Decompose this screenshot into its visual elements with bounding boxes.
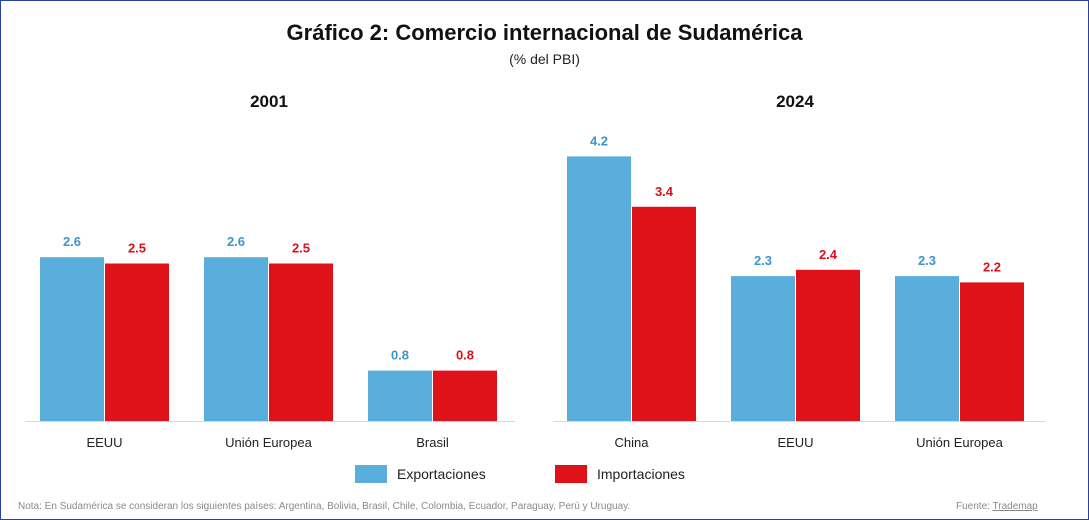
category-label-2024-china: China [615, 435, 650, 450]
bar-2001-brasil-exports [368, 370, 432, 421]
category-label-2001-eeuu: EEUU [86, 435, 122, 450]
bar-2001-eeuu-exports [40, 257, 104, 421]
data-label-2001-eeuu-exports: 2.6 [63, 234, 81, 249]
bar-2024-eeuu-exports [731, 276, 795, 421]
bar-2001-unión-europea-imports [269, 263, 333, 421]
data-label-2024-eeuu-imports: 2.4 [819, 247, 838, 262]
data-label-2024-unión-europea-exports: 2.3 [918, 253, 936, 268]
category-label-2001-brasil: Brasil [416, 435, 449, 450]
bar-chart: 2.6 2.5 EEUU 2.6 2.5 Unión Europea 0.8 0.8 Brasi… [25, 133, 1045, 450]
legend-label-exports: Exportaciones [397, 466, 486, 482]
data-label-2024-china-exports: 4.2 [590, 133, 608, 148]
data-label-2024-china-imports: 3.4 [655, 184, 674, 199]
bar-2024-unión-europea-exports [895, 276, 959, 421]
data-label-2001-brasil-exports: 0.8 [391, 348, 409, 363]
category-label-2001-unión-europea: Unión Europea [225, 435, 312, 450]
bar-2024-unión-europea-imports [960, 282, 1024, 421]
bar-2001-unión-europea-exports [204, 257, 268, 421]
legend-item-exports: Exportaciones [355, 465, 486, 483]
data-label-2024-unión-europea-imports: 2.2 [983, 259, 1001, 274]
legend-swatch-exports [355, 465, 387, 483]
data-label-2001-eeuu-imports: 2.5 [128, 241, 146, 256]
chart-title: Gráfico 2: Comercio internacional de Sud… [286, 20, 803, 45]
legend-label-imports: Importaciones [597, 466, 685, 482]
legend-swatch-imports [555, 465, 587, 483]
chart-subtitle: (% del PBI) [509, 51, 580, 67]
category-label-2024-unión-europea: Unión Europea [916, 435, 1003, 450]
footnote: Nota: En Sudamérica se consideran los si… [18, 501, 631, 512]
bar-2001-eeuu-imports [105, 263, 169, 421]
legend-item-imports: Importaciones [555, 465, 685, 483]
panel-title-2001: 2001 [250, 92, 288, 111]
category-label-2024-eeuu: EEUU [777, 435, 813, 450]
panel-title-2024: 2024 [776, 92, 814, 111]
bar-2024-china-exports [567, 156, 631, 421]
source-prefix: Fuente: [956, 501, 990, 512]
data-label-2001-unión-europea-imports: 2.5 [292, 241, 310, 256]
source: Fuente: Trademap [956, 501, 1038, 512]
data-label-2001-brasil-imports: 0.8 [456, 348, 474, 363]
data-label-2001-unión-europea-exports: 2.6 [227, 234, 245, 249]
data-label-2024-eeuu-exports: 2.3 [754, 253, 772, 268]
legend: Exportaciones Importaciones [0, 465, 1089, 489]
bar-2001-brasil-imports [433, 370, 497, 421]
source-link[interactable]: Trademap [992, 501, 1038, 512]
bar-2024-eeuu-imports [796, 269, 860, 421]
bar-2024-china-imports [632, 206, 696, 421]
